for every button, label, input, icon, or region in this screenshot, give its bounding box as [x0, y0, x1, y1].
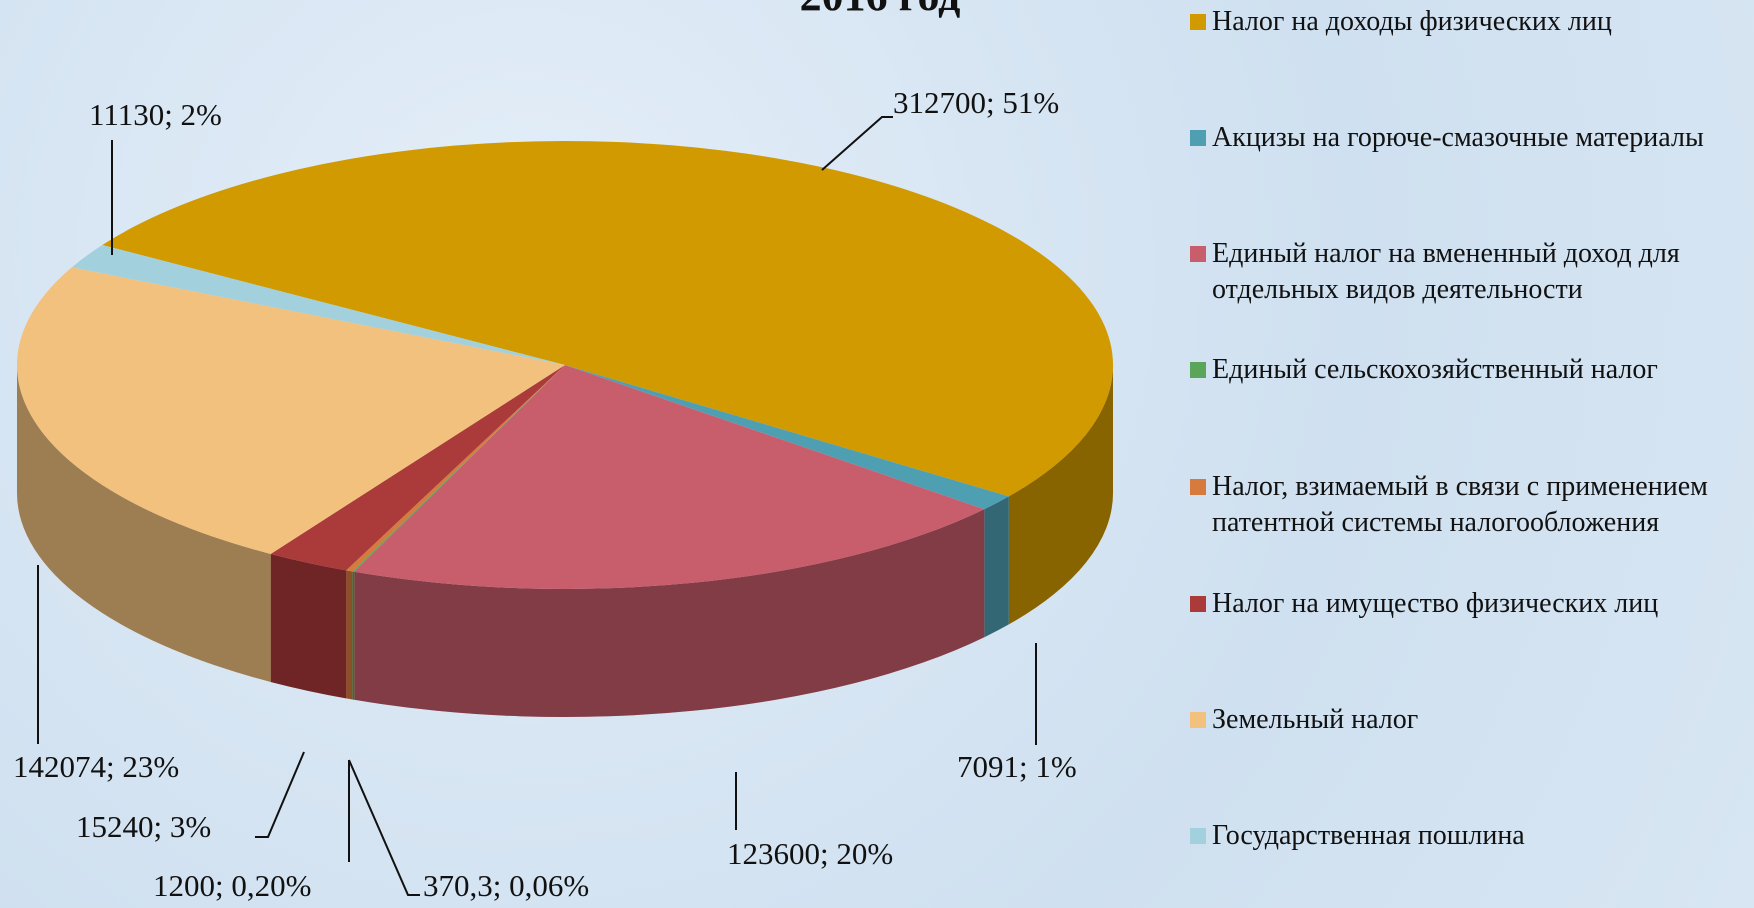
- slice: [565, 365, 1009, 510]
- slice-side: [352, 571, 355, 700]
- legend-label: Земельный налог: [1212, 704, 1419, 735]
- data-label: 1200; 0,20%: [153, 868, 311, 903]
- slice-side-shade: [17, 365, 271, 682]
- slice-side-shade: [1008, 365, 1113, 625]
- slice: [354, 365, 985, 589]
- legend-item: Налог на имущество физических лиц: [1190, 586, 1752, 622]
- legend-item: Налог, взимаемый в связи с применением п…: [1190, 469, 1752, 541]
- legend-swatch: [1190, 130, 1206, 146]
- slice-side-shade: [352, 571, 355, 700]
- slice-side-shade: [984, 496, 1009, 638]
- data-label: 15240; 3%: [76, 809, 211, 844]
- legend-label: Налог на доходы физических лиц: [1212, 6, 1612, 37]
- leader-line: [255, 751, 305, 838]
- legend-swatch: [1190, 712, 1206, 728]
- legend-swatch: [1190, 14, 1206, 30]
- legend-item: Акцизы на горюче-смазочные материалы: [1190, 120, 1752, 156]
- legend-item: Единый сельскохозяйственный налог: [1190, 352, 1752, 388]
- legend-item: Налог на доходы физических лиц: [1190, 4, 1752, 40]
- slice-side-shade: [354, 509, 985, 717]
- legend-swatch: [1190, 828, 1206, 844]
- data-label: 312700; 51%: [893, 85, 1059, 120]
- legend-swatch: [1190, 362, 1206, 378]
- legend-label: Акцизы на горюче-смазочные материалы: [1212, 122, 1704, 153]
- slice-side: [1008, 365, 1113, 625]
- legend-swatch: [1190, 596, 1206, 612]
- data-label: 7091; 1%: [957, 749, 1077, 784]
- slice-side: [17, 365, 271, 682]
- legend-swatch: [1190, 246, 1206, 262]
- slice: [270, 365, 565, 571]
- slice: [352, 365, 565, 572]
- data-label: 370,3; 0,06%: [423, 868, 589, 903]
- legend-label: Единый налог на вмененный доход для отде…: [1212, 238, 1680, 305]
- slice-side: [270, 553, 347, 699]
- legend-label: Государственная пошлина: [1212, 820, 1525, 851]
- legend-item: Единый налог на вмененный доход для отде…: [1190, 236, 1752, 308]
- legend-label: Налог, взимаемый в связи с применением п…: [1212, 471, 1708, 538]
- slice: [71, 244, 565, 365]
- chart-title: 2016 год: [800, 0, 961, 20]
- slice-side: [346, 570, 353, 700]
- data-label: 11130; 2%: [89, 97, 222, 132]
- legend-swatch: [1190, 479, 1206, 495]
- slice: [16, 267, 566, 554]
- data-label: 123600; 20%: [727, 836, 893, 871]
- legend-label: Налог на имущество физических лиц: [1212, 588, 1659, 619]
- slice: [346, 365, 565, 572]
- slice-side: [984, 496, 1009, 638]
- slice-side: [354, 509, 985, 717]
- slice: [102, 141, 1113, 497]
- legend-item: Земельный налог: [1190, 702, 1752, 738]
- slice-side-shade: [270, 553, 347, 699]
- leader-line: [821, 116, 893, 171]
- leader-line: [348, 759, 420, 896]
- slice-side-shade: [346, 570, 353, 700]
- data-label: 142074; 23%: [13, 749, 179, 784]
- legend-label: Единый сельскохозяйственный налог: [1212, 354, 1658, 385]
- legend-item: Государственная пошлина: [1190, 818, 1752, 854]
